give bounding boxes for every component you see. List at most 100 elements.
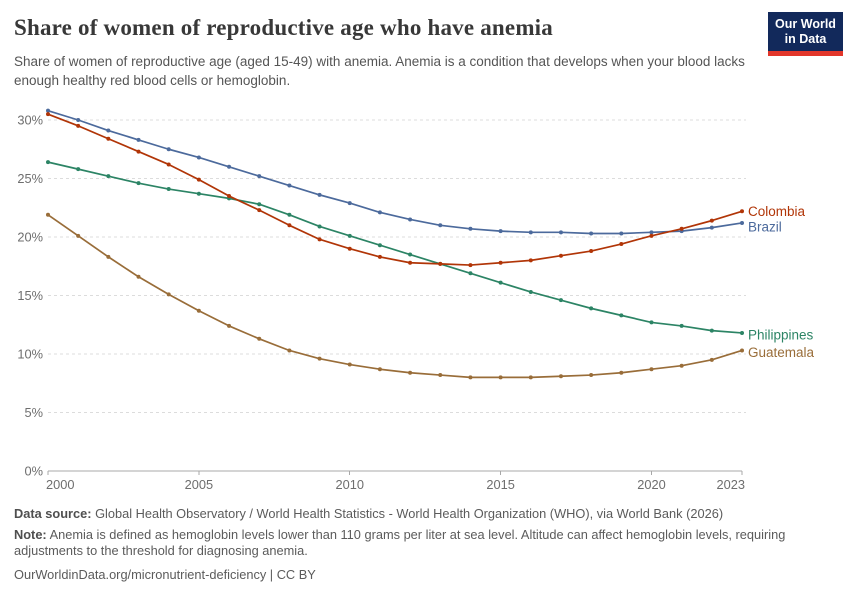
data-point-colombia (287, 223, 292, 228)
data-point-colombia (740, 209, 744, 214)
data-point-colombia (76, 123, 81, 128)
data-point-guatemala (558, 374, 563, 379)
data-point-philippines (106, 174, 111, 179)
data-point-colombia (589, 249, 594, 254)
series-line-colombia[interactable] (47, 113, 743, 266)
x-tick-label: 2000 (46, 477, 74, 492)
data-point-colombia (317, 237, 322, 242)
x-tick-label: 2020 (637, 477, 665, 492)
data-point-guatemala (46, 212, 50, 217)
series-line-philippines[interactable] (47, 161, 743, 334)
data-point-guatemala (740, 348, 744, 353)
data-point-guatemala (287, 348, 292, 353)
data-point-guatemala (257, 336, 262, 341)
data-point-guatemala (619, 370, 624, 375)
series-line-guatemala[interactable] (47, 213, 743, 379)
data-point-philippines (347, 233, 352, 238)
note-text: Anemia is defined as hemoglobin levels l… (14, 526, 786, 559)
data-point-guatemala (709, 357, 714, 362)
series-line-brazil[interactable] (47, 109, 743, 235)
data-point-philippines (46, 160, 50, 165)
data-point-guatemala (347, 362, 352, 367)
data-point-brazil (136, 137, 141, 142)
y-tick-label: 25% (17, 171, 43, 186)
data-point-guatemala (196, 308, 201, 313)
data-point-colombia (136, 149, 141, 154)
data-point-brazil (227, 164, 232, 169)
data-source-line: Data source: Global Health Observatory /… (14, 506, 836, 523)
data-point-philippines (76, 167, 81, 172)
data-point-brazil (76, 118, 81, 122)
data-point-brazil (317, 192, 322, 197)
canonical-url[interactable]: OurWorldinData.org/micronutrient-deficie… (14, 566, 267, 582)
data-point-colombia (196, 177, 201, 182)
y-tick-label: 15% (17, 288, 43, 303)
data-point-philippines (740, 330, 744, 335)
data-point-brazil (166, 147, 171, 152)
data-point-philippines (287, 212, 292, 217)
data-point-philippines (377, 243, 382, 248)
y-tick-label: 5% (25, 405, 44, 420)
data-point-colombia (46, 112, 50, 117)
y-tick-label: 10% (17, 347, 43, 362)
data-point-philippines (619, 313, 624, 318)
data-point-brazil (558, 230, 563, 235)
data-point-brazil (106, 128, 111, 133)
data-point-guatemala (136, 274, 141, 279)
series-label-colombia[interactable]: Colombia (748, 204, 806, 219)
data-point-colombia (408, 260, 413, 265)
data-point-brazil (46, 108, 50, 113)
data-source-label: Data source: (14, 506, 92, 521)
series-label-philippines[interactable]: Philippines (748, 327, 814, 342)
data-point-colombia (498, 260, 503, 265)
url-line: OurWorldinData.org/micronutrient-deficie… (14, 567, 836, 584)
data-point-brazil (377, 210, 382, 215)
data-point-philippines (589, 306, 594, 311)
data-point-guatemala (589, 373, 594, 378)
data-point-colombia (377, 254, 382, 259)
data-point-colombia (649, 233, 654, 238)
data-point-colombia (468, 263, 473, 268)
data-point-brazil (287, 183, 292, 188)
data-point-guatemala (468, 375, 473, 380)
owid-logo: Our World in Data (768, 12, 843, 56)
series-label-brazil[interactable]: Brazil (748, 219, 782, 234)
data-point-colombia (619, 242, 624, 247)
data-point-philippines (408, 252, 413, 257)
y-tick-label: 30% (17, 113, 43, 128)
y-tick-label: 20% (17, 230, 43, 245)
data-point-colombia (528, 258, 533, 263)
data-point-colombia (257, 208, 262, 213)
data-point-brazil (528, 230, 533, 235)
data-point-brazil (740, 220, 744, 225)
note-line: Note: Anemia is defined as hemoglobin le… (14, 527, 836, 560)
data-point-philippines (317, 224, 322, 229)
logo-line-1: Our World (775, 17, 836, 31)
data-point-philippines (558, 298, 563, 303)
x-tick-label: 2023 (717, 477, 745, 492)
data-point-philippines (257, 202, 262, 207)
data-point-guatemala (498, 375, 503, 380)
data-point-brazil (347, 201, 352, 206)
data-source-text: Global Health Observatory / World Health… (95, 506, 724, 521)
data-point-colombia (679, 226, 684, 231)
series-label-guatemala[interactable]: Guatemala (748, 345, 815, 360)
data-point-philippines (468, 271, 473, 276)
data-point-brazil (438, 223, 443, 228)
data-point-colombia (709, 218, 714, 223)
logo-line-2: in Data (784, 32, 827, 46)
license-label: CC BY (276, 566, 316, 582)
x-tick-label: 2010 (336, 477, 364, 492)
data-point-guatemala (377, 367, 382, 372)
data-point-guatemala (679, 363, 684, 368)
data-point-brazil (257, 174, 262, 179)
data-point-philippines (498, 280, 503, 285)
data-point-guatemala (528, 375, 533, 380)
x-tick-label: 2005 (185, 477, 213, 492)
chart-subtitle: Share of women of reproductive age (aged… (14, 54, 745, 88)
data-point-philippines (166, 187, 171, 192)
data-point-brazil (589, 231, 594, 236)
note-label: Note: (14, 526, 47, 542)
chart-footer: Data source: Global Health Observatory /… (14, 506, 836, 583)
